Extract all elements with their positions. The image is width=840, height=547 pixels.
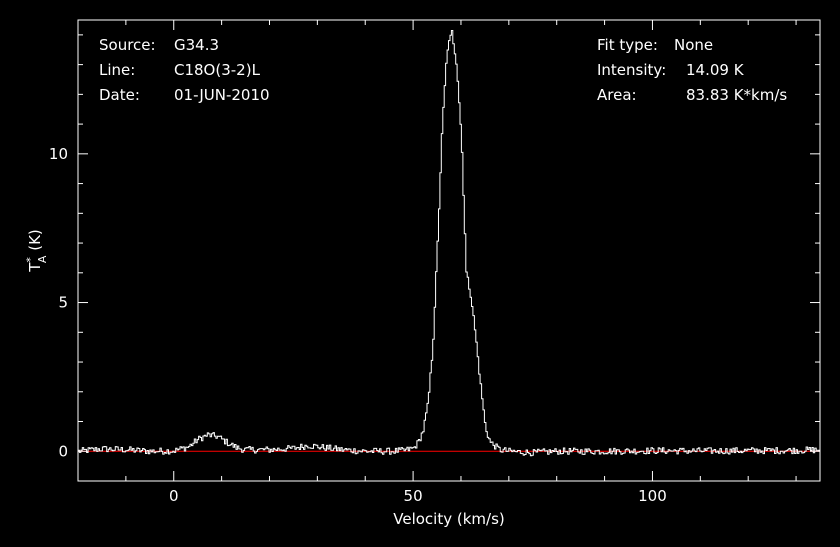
info-key: Area:	[597, 86, 637, 104]
info-key: Line:	[99, 61, 135, 79]
info-value: C18O(3-2)L	[174, 61, 261, 79]
x-tick-label: 0	[169, 487, 179, 505]
info-value: G34.3	[174, 36, 219, 54]
y-axis-label: T*A (K)	[24, 229, 49, 273]
x-tick-label: 100	[638, 487, 667, 505]
info-value: 14.09 K	[686, 61, 745, 79]
info-value: 83.83 K*km/s	[686, 86, 787, 104]
spectrum-series-line	[78, 30, 821, 457]
info-key: Fit type:	[597, 36, 658, 54]
info-key: Source:	[99, 36, 156, 54]
y-tick-label: 10	[49, 145, 68, 163]
svg-text:T*A (K): T*A (K)	[24, 229, 49, 273]
plot-frame	[77, 19, 821, 482]
y-tick-label: 5	[58, 294, 68, 312]
info-value: 01-JUN-2010	[174, 86, 270, 104]
info-value: None	[674, 36, 713, 54]
info-key: Date:	[99, 86, 140, 104]
y-tick-label: 0	[58, 442, 68, 460]
info-key: Intensity:	[597, 61, 666, 79]
x-axis-label: Velocity (km/s)	[393, 510, 504, 528]
x-tick-label: 50	[404, 487, 423, 505]
